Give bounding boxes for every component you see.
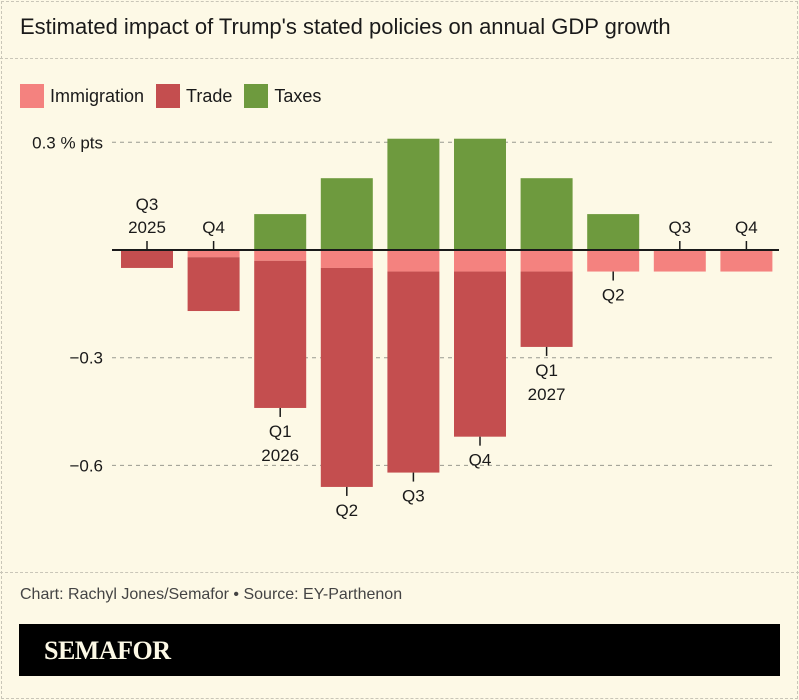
bar-trade [520, 271, 573, 347]
x-tick-label: Q3 [668, 218, 691, 237]
legend-item-immigration: Immigration [20, 84, 144, 108]
bar-taxes [587, 214, 640, 250]
bar-trade [454, 271, 506, 437]
bar-immigration [187, 250, 240, 258]
legend-swatch [20, 84, 44, 108]
legend-label: Immigration [50, 85, 145, 106]
y-tick-label: −0.3 [69, 349, 103, 368]
x-tick-label: 2025 [128, 218, 166, 237]
bar-immigration [387, 250, 440, 272]
chart-plot: 0.3 % pts −0.3 −0.6 Q3 2025 Q4 Q1 2026 Q2 Q3 Q4 Q1 2… [32, 133, 779, 520]
x-tick-label: Q1 [269, 422, 292, 441]
brand-bar: SEMAFOR [19, 624, 780, 676]
bar-taxes [254, 214, 307, 250]
y-tick-label: −0.6 [69, 456, 103, 475]
legend: Immigration Trade Taxes [20, 84, 321, 108]
legend-item-trade: Trade [156, 84, 232, 108]
legend-item-taxes: Taxes [244, 84, 321, 108]
x-tick-label: Q4 [469, 451, 492, 470]
y-tick-label: 0.3 % pts [32, 133, 103, 152]
bar-taxes [387, 138, 440, 250]
semafor-logo: SEMAFOR [44, 636, 171, 665]
x-tick-label: Q3 [136, 195, 159, 214]
bar-taxes [520, 178, 573, 250]
legend-label: Taxes [274, 85, 322, 106]
bar-trade [320, 267, 373, 487]
bar-immigration [454, 250, 506, 272]
x-tick-label: Q4 [202, 218, 225, 237]
bar-immigration [587, 250, 640, 272]
x-tick-label: Q4 [735, 218, 758, 237]
divider [0, 572, 799, 573]
bar-taxes [454, 138, 506, 250]
bar-trade [254, 260, 307, 408]
legend-swatch [156, 84, 181, 108]
x-tick-label: Q1 [535, 361, 558, 380]
divider [0, 58, 799, 59]
bar-immigration [520, 250, 573, 272]
bar-immigration [254, 250, 307, 261]
legend-swatch [244, 84, 269, 108]
x-tick-label: 2027 [528, 385, 566, 404]
bar-immigration [720, 250, 773, 272]
x-tick-label: Q2 [602, 286, 625, 305]
x-tick-label: 2026 [261, 446, 299, 465]
bar-taxes [320, 178, 373, 250]
bar-immigration [320, 250, 373, 268]
bar-trade [187, 257, 240, 312]
bar-trade [121, 250, 173, 268]
x-tick-label: Q3 [402, 487, 425, 506]
x-tick-label: Q2 [335, 501, 358, 520]
bar-trade [387, 271, 440, 473]
chart-credit: Chart: Rachyl Jones/Semafor • Source: EY… [20, 586, 403, 603]
chart-title: Estimated impact of Trump's stated polic… [20, 14, 671, 39]
bar-immigration [653, 250, 706, 272]
legend-label: Trade [186, 85, 233, 106]
